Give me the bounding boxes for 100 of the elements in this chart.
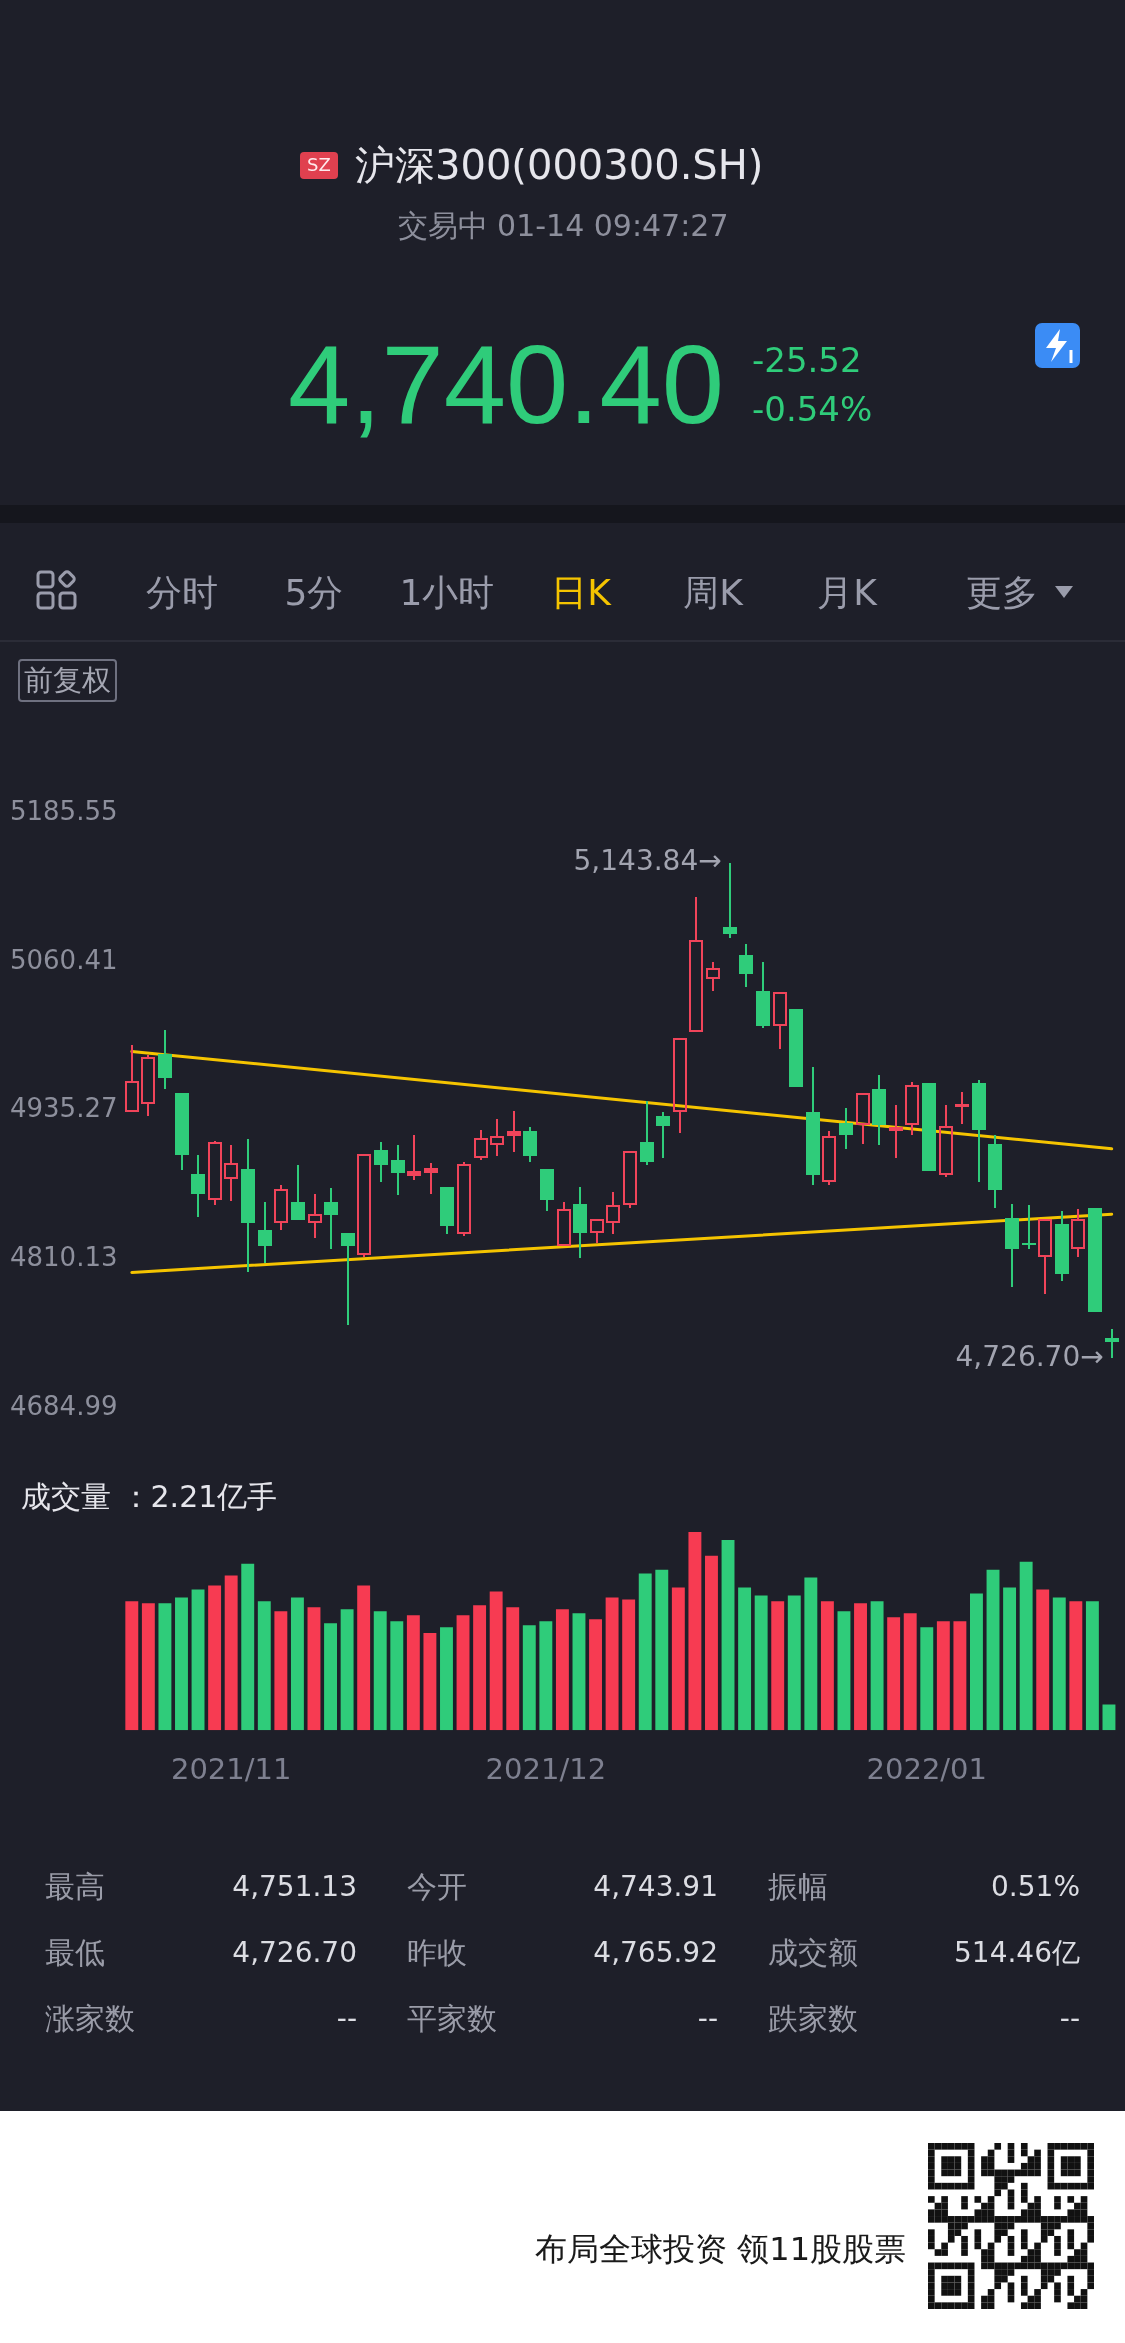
bar xyxy=(208,1585,222,1731)
annotation: 4,726.70→ xyxy=(955,1339,1104,1373)
candlestick xyxy=(474,1130,488,1160)
text: 分时 xyxy=(146,570,218,614)
text: 日K xyxy=(551,570,611,614)
text: 0.51% xyxy=(991,1870,1080,1904)
bar xyxy=(1036,1589,1050,1731)
candlestick xyxy=(308,1194,322,1238)
text: -- xyxy=(1059,2002,1080,2036)
y-tick-label: 4684.99 xyxy=(9,1390,118,1421)
candlestick xyxy=(224,1145,238,1201)
text: 布局全球投资 领11股股票 xyxy=(535,2230,906,2268)
bar xyxy=(721,1539,735,1731)
bar xyxy=(638,1573,652,1731)
bar xyxy=(224,1575,238,1731)
bar xyxy=(820,1601,834,1731)
bar xyxy=(539,1621,553,1731)
bar xyxy=(141,1603,155,1731)
candlestick xyxy=(291,1165,305,1220)
candlestick xyxy=(1071,1209,1085,1257)
bar xyxy=(257,1601,271,1731)
bar xyxy=(440,1627,453,1731)
bar xyxy=(1069,1601,1083,1731)
candlestick xyxy=(507,1111,521,1152)
candlestick xyxy=(889,1105,903,1158)
text: 昨收 xyxy=(407,1935,467,1971)
text: 4,765.92 xyxy=(593,1936,718,1970)
annotation: 5,143.84→ xyxy=(573,843,722,877)
bar xyxy=(837,1611,851,1731)
text: 今开 xyxy=(407,1869,467,1905)
candlestick xyxy=(324,1188,338,1249)
button[interactable]: 前复权 xyxy=(18,658,117,702)
bar xyxy=(605,1597,619,1731)
candlestick xyxy=(357,1154,371,1257)
bar xyxy=(406,1615,420,1731)
bar xyxy=(489,1591,503,1731)
candlestick xyxy=(125,1045,139,1112)
bar xyxy=(241,1563,255,1731)
text: 514.46亿 xyxy=(954,1936,1080,1970)
bar xyxy=(1052,1597,1066,1731)
bar xyxy=(622,1599,636,1731)
text: -25.52 xyxy=(752,339,862,381)
bar xyxy=(854,1603,867,1731)
candlestick xyxy=(939,1105,953,1177)
bar xyxy=(787,1595,801,1731)
candlestick xyxy=(689,897,703,1032)
bar xyxy=(970,1593,983,1731)
text: 成交额 xyxy=(768,1935,858,1971)
candlestick xyxy=(374,1142,388,1182)
text: 最高 xyxy=(45,1869,105,1905)
text: -0.54% xyxy=(752,388,873,430)
candlestick xyxy=(789,1009,803,1087)
bar xyxy=(1019,1561,1033,1731)
bar xyxy=(522,1625,536,1731)
bar xyxy=(357,1585,371,1731)
candlestick xyxy=(856,1093,870,1144)
bar xyxy=(887,1617,901,1731)
bar xyxy=(307,1607,321,1731)
candlestick xyxy=(407,1135,421,1180)
bar xyxy=(953,1621,967,1731)
bar xyxy=(555,1609,569,1731)
candlestick xyxy=(1022,1205,1036,1249)
bar xyxy=(473,1605,487,1731)
text: 4,743.91 xyxy=(593,1870,718,1904)
candlestick xyxy=(590,1219,604,1243)
chart-title: 成交量 ：2.21亿手 xyxy=(21,1479,278,1515)
bar xyxy=(754,1595,768,1731)
bar xyxy=(920,1627,934,1731)
bar xyxy=(274,1611,288,1731)
candlestick xyxy=(424,1163,438,1194)
bar xyxy=(125,1601,139,1731)
bar xyxy=(903,1613,917,1731)
candlestick xyxy=(955,1092,969,1124)
bar xyxy=(456,1615,470,1731)
candlestick xyxy=(922,1083,936,1171)
text: 跌家数 xyxy=(768,2001,858,2037)
candlestick xyxy=(723,863,737,938)
x-tick-label: 2021/12 xyxy=(485,1752,607,1787)
y-tick-label: 4810.13 xyxy=(9,1242,118,1272)
text: 涨家数 xyxy=(45,2001,135,2037)
candlestick xyxy=(1105,1329,1119,1358)
text: 平家数 xyxy=(407,2001,497,2037)
bar xyxy=(423,1633,437,1731)
bar xyxy=(324,1623,337,1731)
bar xyxy=(870,1601,884,1731)
candlestick xyxy=(623,1151,637,1208)
candlestick xyxy=(839,1108,853,1149)
bar xyxy=(936,1621,950,1731)
candlestick xyxy=(822,1131,836,1185)
text: 振幅 xyxy=(768,1869,828,1905)
text: 月K xyxy=(817,570,877,614)
candlestick xyxy=(640,1101,654,1165)
candlestick xyxy=(905,1082,919,1135)
bar xyxy=(158,1603,172,1731)
text: 1小时 xyxy=(399,570,495,614)
bar xyxy=(705,1555,718,1731)
candlestick xyxy=(656,1112,670,1158)
text: 更多 xyxy=(966,570,1038,614)
bar xyxy=(671,1587,685,1731)
text: 周K xyxy=(683,570,743,614)
